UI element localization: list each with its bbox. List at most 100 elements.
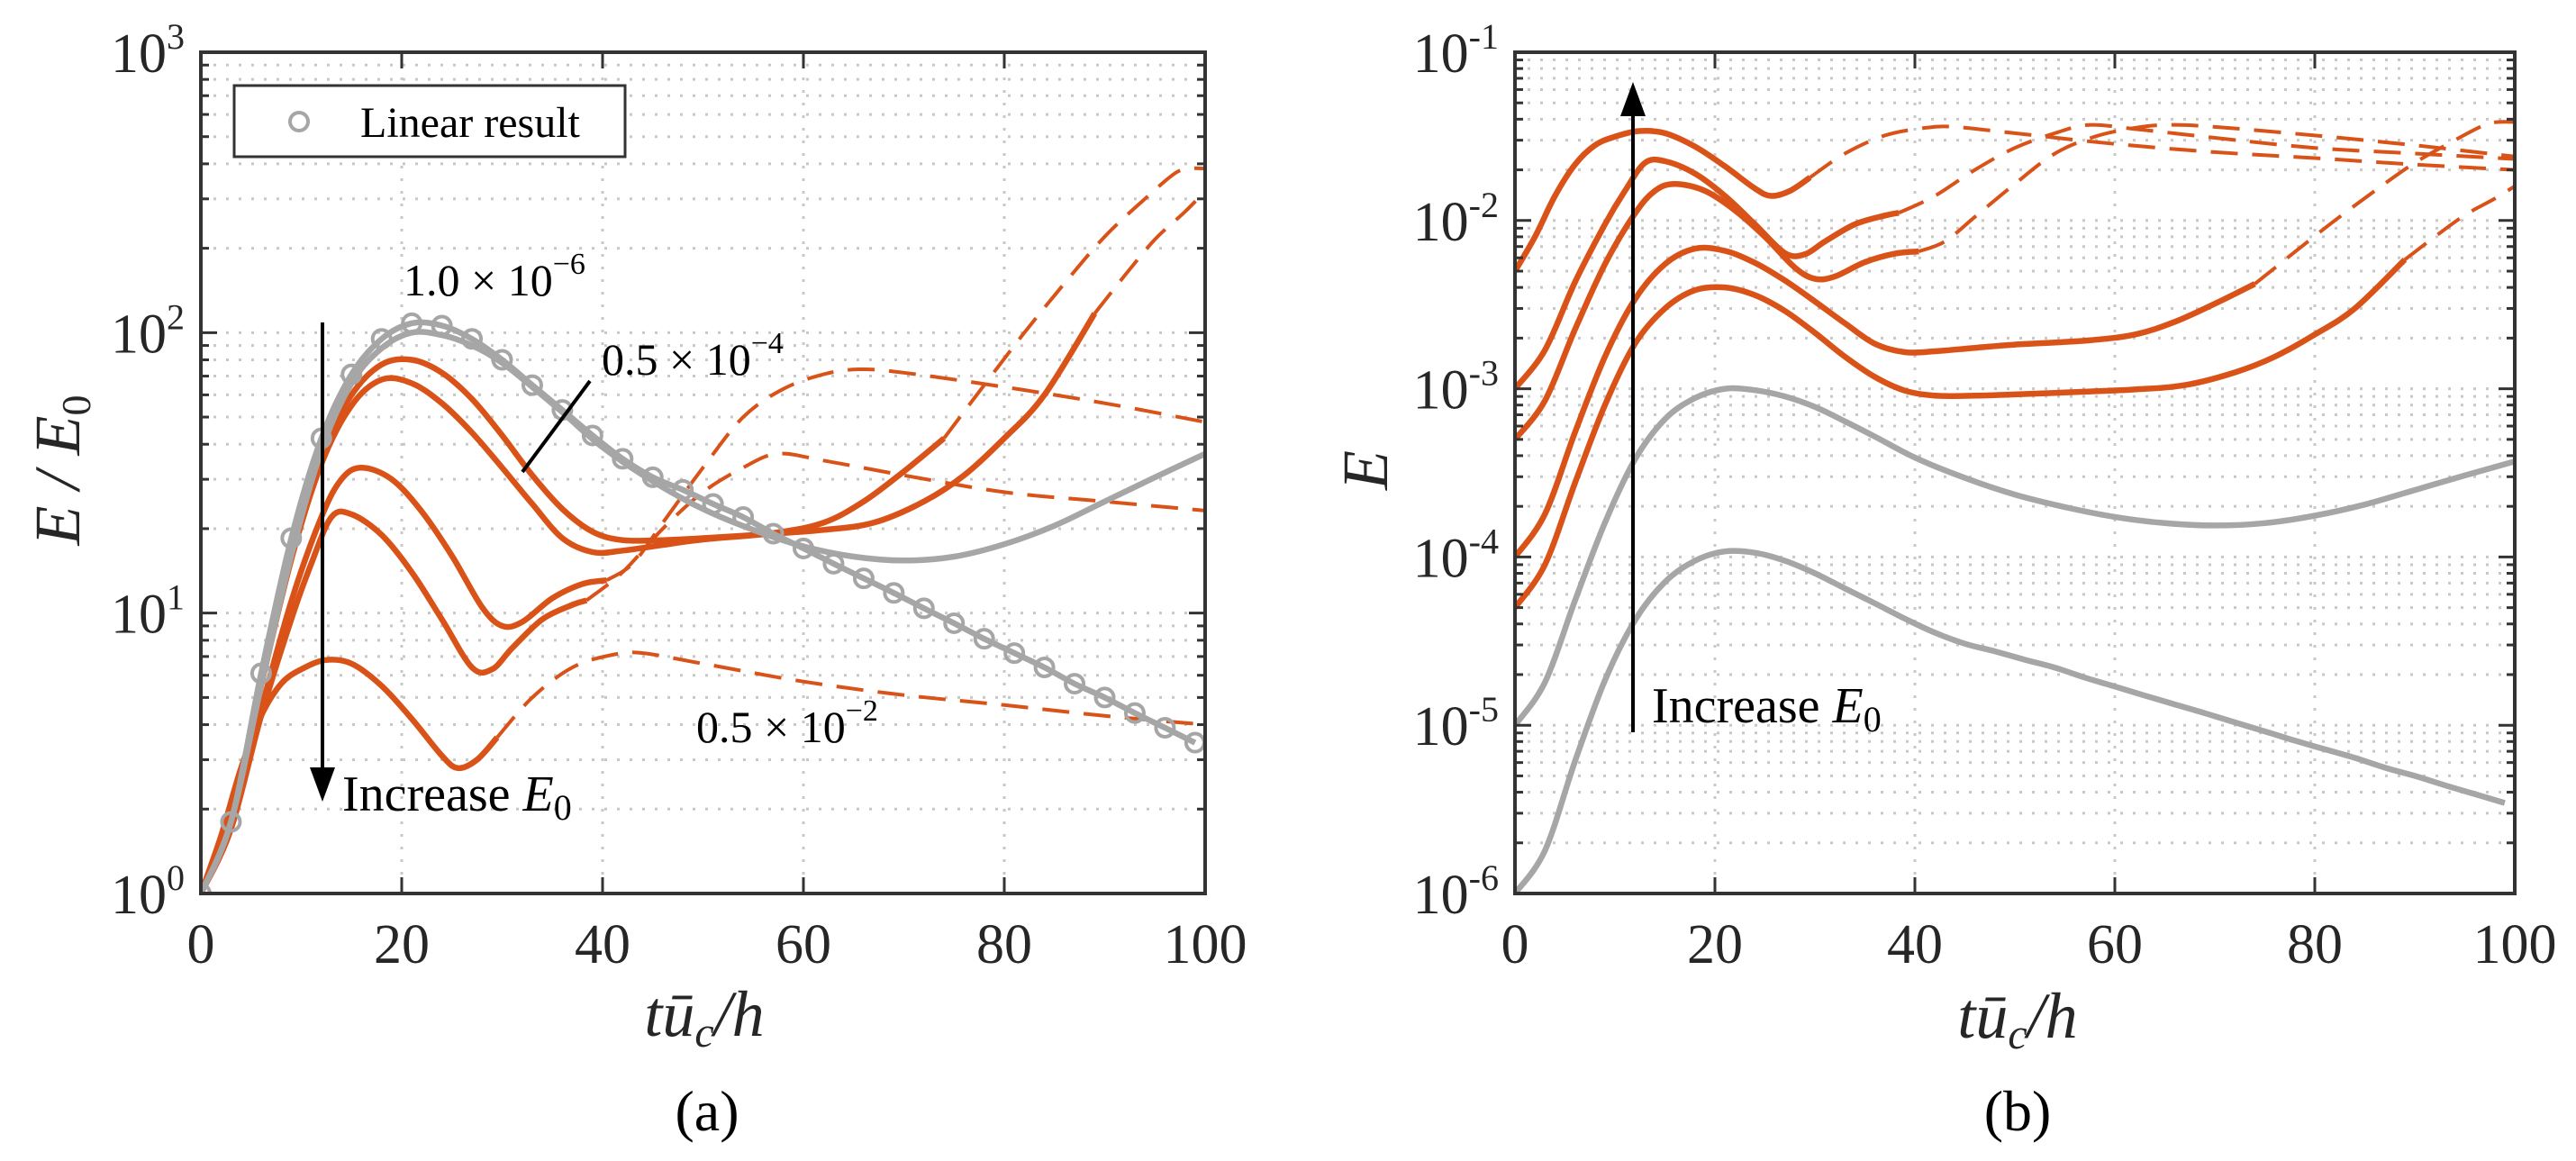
x-axis-label-b: tūc/h — [1957, 980, 2077, 1058]
ylabel-den: E — [22, 416, 94, 457]
x-tick-label: 100 — [1164, 914, 1247, 975]
series-b-c3-dashed-line — [1918, 122, 2515, 253]
x-tick-label: 20 — [1687, 914, 1743, 975]
legend: Linear result — [232, 84, 627, 159]
curves-a — [201, 166, 1205, 893]
annotation-mantissa: 0.5 × 10 — [602, 334, 751, 385]
xlabel-rest: /h — [711, 978, 765, 1050]
linear-result-marker — [822, 552, 845, 575]
y-tick-base: 10 — [111, 585, 167, 646]
series-b-c2-solid-line — [1515, 244, 2256, 559]
ylabel-slash: / — [22, 455, 94, 505]
grid-a — [201, 52, 1205, 893]
linear-result-marker — [732, 506, 755, 529]
y-tick-label: 102 — [111, 296, 185, 365]
x-tick-label: 0 — [187, 914, 215, 975]
x-tick-label: 20 — [374, 914, 430, 975]
y-tick-exponent: -4 — [1469, 521, 1499, 561]
y-tick-label: 10-3 — [1413, 353, 1499, 422]
y-tick-base: 10 — [111, 23, 167, 85]
annotation-pointer-line — [521, 379, 592, 474]
x-tick-label: 80 — [2287, 914, 2343, 975]
series-c4-dashed-line — [585, 451, 1205, 603]
increase-sub: 0 — [1864, 699, 1882, 739]
linear-result-marker — [672, 478, 694, 501]
linear-result-marker — [1064, 673, 1086, 695]
linear-result-marker — [280, 527, 303, 549]
linear-result-marker — [461, 328, 484, 350]
annotation-e0-1e-6: 1.0 × 10−6 — [404, 248, 585, 305]
y-tick-exponent: 3 — [167, 16, 185, 57]
x-tick-label: 60 — [2087, 914, 2143, 975]
series-b-c4-dashed-line — [1898, 122, 2515, 215]
linear-result-marker — [883, 582, 905, 604]
series-b-c5-dashed-line — [1809, 124, 2515, 179]
series-c3-solid-line — [201, 464, 607, 893]
y-tick-label: 103 — [111, 16, 185, 85]
y-tick-base: 10 — [1413, 23, 1469, 85]
increase-e0-label-b: Increase E0 — [1652, 678, 1882, 739]
linear-result-marker — [1033, 657, 1056, 679]
panel-label-a: (a) — [675, 1079, 739, 1143]
y-tick-label: 10-6 — [1413, 857, 1499, 926]
y-tick-label: 100 — [111, 857, 185, 926]
annotation-exponent: −6 — [553, 248, 585, 281]
linear-result-marker — [1123, 702, 1146, 724]
y-tick-exponent: -1 — [1469, 16, 1499, 57]
plot-area — [201, 52, 1205, 893]
y-tick-base: 10 — [1413, 696, 1469, 757]
x-tick-label: 100 — [2473, 914, 2557, 975]
series-b-nonlinear-gray-solid-line — [1515, 385, 2515, 728]
arrow-up-icon — [1620, 82, 1646, 116]
linear-result-marker — [491, 349, 513, 371]
linear-result-marker — [220, 811, 242, 833]
linear-result-marker — [852, 567, 875, 590]
xlabel-u: ū — [1975, 980, 2008, 1052]
linear-result-marker — [340, 363, 363, 385]
series-b-c5-solid-line — [1515, 127, 1812, 273]
y-tick-label: 10-4 — [1413, 521, 1499, 589]
linear-result-marker — [521, 374, 543, 396]
linear-result-marker — [762, 522, 785, 545]
series-b-c3-solid-line — [1515, 180, 1919, 441]
increase-text: Increase — [1652, 678, 1833, 734]
y-tick-exponent: -2 — [1469, 185, 1499, 225]
y-tick-exponent: -6 — [1469, 857, 1499, 898]
linear-result-marker — [912, 597, 935, 620]
x-tick-label: 40 — [1887, 914, 1943, 975]
plot-area — [1515, 52, 2515, 893]
annotation-mantissa: 0.5 × 10 — [696, 702, 846, 752]
xlabel-t: t — [1957, 980, 1977, 1052]
x-tick-label: 80 — [976, 914, 1032, 975]
linear-result-marker — [581, 424, 603, 447]
y-tick-base: 10 — [111, 865, 167, 926]
series-c3-dashed-line — [605, 367, 1205, 582]
annotation-exponent: −2 — [846, 694, 878, 728]
axes-box — [199, 50, 1207, 895]
y-tick-base: 10 — [1413, 528, 1469, 589]
linear-result-marker — [1093, 686, 1116, 709]
increase-e0-label-a: Increase E0 — [342, 766, 572, 828]
increase-sub: 0 — [554, 787, 572, 828]
xlabel-sub: c — [2008, 1011, 2027, 1058]
xlabel-u: ū — [662, 978, 694, 1050]
linear-result-marker — [401, 312, 423, 334]
x-tick-label: 60 — [776, 914, 831, 975]
y-tick-base: 10 — [1413, 360, 1469, 422]
xlabel-sub: c — [694, 1009, 713, 1057]
x-tick-label: 0 — [1501, 914, 1529, 975]
y-tick-label: 101 — [111, 577, 185, 646]
annotation-e0-5e-4: 0.5 × 10−4 — [602, 327, 784, 385]
arrow-down-icon — [310, 767, 335, 802]
y-tick-label: 10-2 — [1413, 185, 1499, 253]
y-tick-base: 10 — [111, 304, 167, 365]
panel-label-b: (b) — [1984, 1079, 2052, 1143]
annotation-e0-5e-2: 0.5 × 10−2 — [696, 694, 878, 752]
legend-box — [232, 84, 627, 159]
xlabel-t: t — [644, 978, 664, 1050]
annotation-mantissa: 1.0 × 10 — [404, 255, 553, 305]
